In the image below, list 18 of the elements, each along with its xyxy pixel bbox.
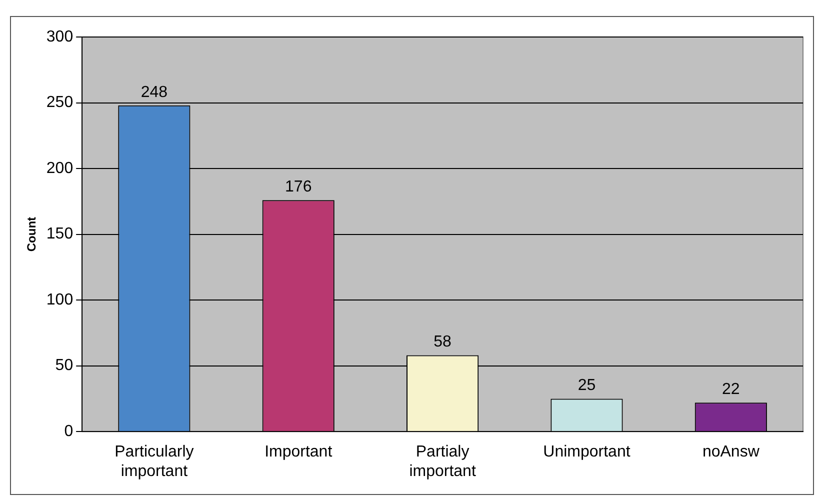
y-tick-label: 50 bbox=[55, 357, 74, 374]
data-label: 22 bbox=[722, 381, 740, 398]
y-tick-label: 0 bbox=[64, 423, 74, 440]
x-tick-label: Particularly important bbox=[114, 444, 194, 480]
x-tick-label: Important bbox=[264, 444, 333, 461]
y-tick-label: 200 bbox=[46, 160, 74, 177]
x-tick-label: Partialy important bbox=[409, 444, 476, 480]
data-label: 25 bbox=[578, 377, 596, 394]
data-label: 58 bbox=[434, 334, 452, 351]
y-tick-label: 150 bbox=[46, 226, 74, 243]
data-label: 176 bbox=[285, 178, 312, 196]
data-label: 248 bbox=[140, 84, 168, 101]
y-axis-title: Count bbox=[24, 216, 39, 252]
y-tick-label: 300 bbox=[46, 28, 74, 46]
y-tick-label: 100 bbox=[46, 291, 74, 308]
y-tick-label: 250 bbox=[46, 94, 74, 112]
x-tick-label: Unimportant bbox=[543, 444, 631, 461]
x-tick-label: noAnsw bbox=[702, 444, 760, 461]
